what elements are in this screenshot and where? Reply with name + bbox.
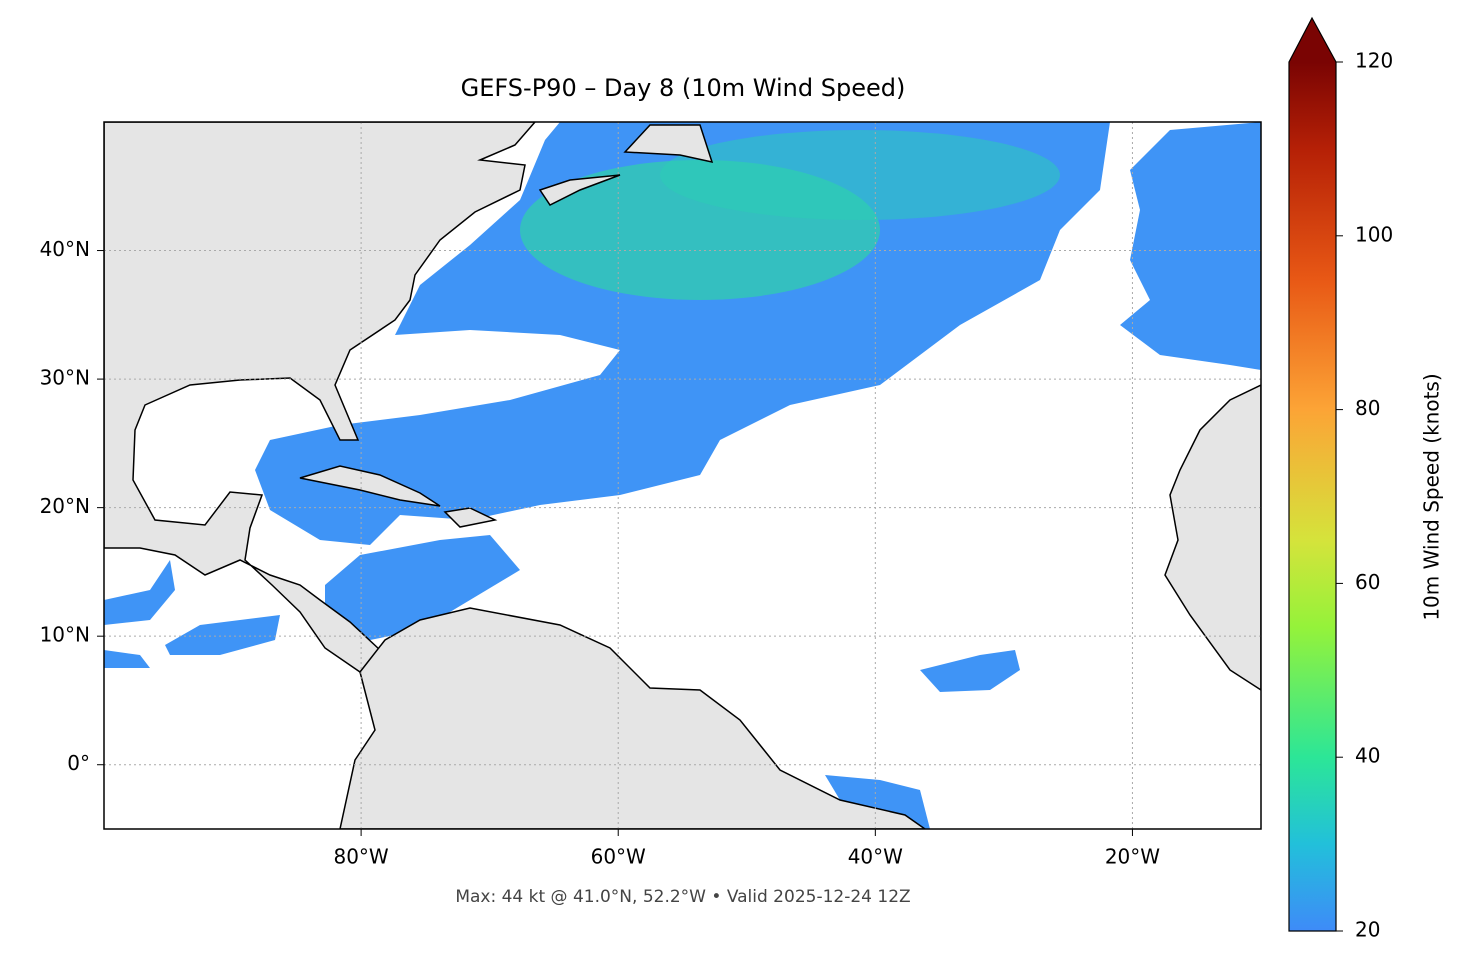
lon-tick-label: 40°W xyxy=(848,845,903,869)
lat-tick-label: 10°N xyxy=(40,623,90,647)
footer-note: Max: 44 kt @ 41.0°N, 52.2°W • Valid 2025… xyxy=(455,887,910,907)
cuba xyxy=(299,465,441,507)
africa xyxy=(1164,384,1261,691)
colorbar-label: 10m Wind Speed (knots) xyxy=(1420,373,1444,620)
map-title: GEFS-P90 – Day 8 (10m Wind Speed) xyxy=(461,74,906,102)
wind-patch xyxy=(165,615,280,655)
wind-patch xyxy=(104,650,150,668)
colorbar-tick-label: 60 xyxy=(1355,570,1380,594)
lon-tick-label: 60°W xyxy=(591,845,646,869)
wind-patch xyxy=(325,535,520,640)
wind-core xyxy=(660,130,1060,220)
wind-patch xyxy=(104,560,175,625)
colorbar-tick-label: 40 xyxy=(1355,744,1380,768)
colorbar-tick-label: 80 xyxy=(1355,396,1380,420)
map-frame xyxy=(103,121,1262,830)
nova-scotia xyxy=(538,174,621,206)
lat-tick-label: 0° xyxy=(67,751,90,775)
wind-patch xyxy=(920,650,1020,692)
lat-tick-label: 30°N xyxy=(40,366,90,390)
land xyxy=(104,122,1261,829)
map-area xyxy=(104,122,1261,829)
colorbar-tick-label: 20 xyxy=(1355,918,1380,942)
colorbar: 10m Wind Speed (knots) xyxy=(1288,16,1444,932)
wind-patch xyxy=(1120,122,1261,370)
colorbar-frame xyxy=(1288,16,1337,932)
colorbar-extend xyxy=(1289,18,1336,62)
hispaniola xyxy=(443,507,498,528)
lat-tick-label: 20°N xyxy=(40,494,90,518)
south-america xyxy=(339,607,927,829)
lat-tick-label: 40°N xyxy=(40,237,90,261)
lon-tick-label: 20°W xyxy=(1105,845,1160,869)
wind-swath xyxy=(255,122,1110,545)
colorbar-tick-label: 100 xyxy=(1355,222,1393,246)
wind-field xyxy=(104,122,1261,829)
north-america xyxy=(104,122,536,673)
ticks: 80°W 60°W 40°W 20°W 0° 10°N 20°N 30°N 40°N 20 40 60… xyxy=(40,49,1394,942)
colorbar-tick-label: 120 xyxy=(1355,49,1393,73)
newfoundland xyxy=(623,124,714,164)
lon-tick-label: 80°W xyxy=(333,845,388,869)
colorbar-gradient xyxy=(1289,62,1336,931)
